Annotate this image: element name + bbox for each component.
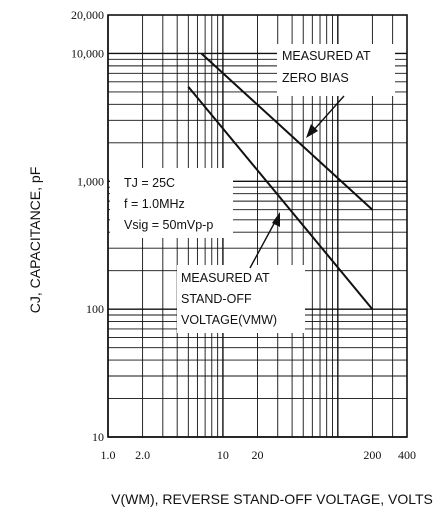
zero-bias-series-line <box>200 52 374 211</box>
y-tick-label: 10,000 <box>71 46 104 60</box>
condition-vsig: Vsig = 50mVp-p <box>124 218 213 232</box>
x-tick-label: 400 <box>398 448 416 462</box>
y-tick-label: 100 <box>86 302 104 316</box>
x-tick-label: 1.0 <box>101 448 116 462</box>
y-tick-label: 20,000 <box>71 8 104 22</box>
standoff-line-1: MEASURED AT <box>181 271 270 285</box>
tick-labels: 1.0 2.0 10 20 200 400 10 100 1,000 10,000 20,000 <box>71 8 416 462</box>
condition-tj: TJ = 25C <box>124 176 175 190</box>
zero-bias-line-2: ZERO BIAS <box>282 71 349 85</box>
standoff-arrowhead <box>272 212 280 227</box>
x-tick-label: 20 <box>252 448 264 462</box>
plot-frame <box>107 14 408 438</box>
zero-bias-arrow-line <box>311 95 345 133</box>
condition-freq: f = 1.0MHz <box>124 197 185 211</box>
y-tick-label: 1,000 <box>77 174 104 188</box>
x-tick-label: 2.0 <box>135 448 150 462</box>
standoff-line-2: STAND-OFF <box>181 292 252 306</box>
zero-bias-annotation: MEASURED AT ZERO BIAS <box>277 44 395 138</box>
x-tick-label: 200 <box>363 448 381 462</box>
y-axis-label: CJ, CAPACITANCE, pF <box>27 167 43 314</box>
standoff-series-line <box>187 86 374 310</box>
standoff-line-3: VOLTAGE(VMW) <box>181 313 277 327</box>
y-tick-label: 10 <box>92 430 104 444</box>
zero-bias-line-1: MEASURED AT <box>282 49 371 63</box>
zero-bias-arrowhead <box>306 124 318 138</box>
standoff-annotation: MEASURED AT STAND-OFF VOLTAGE(VMW) <box>177 212 305 333</box>
standoff-arrow-line <box>249 219 277 269</box>
conditions-annotation: TJ = 25C f = 1.0MHz Vsig = 50mVp-p <box>110 168 233 238</box>
x-tick-label: 10 <box>217 448 229 462</box>
x-axis-label: V(WM), REVERSE STAND-OFF VOLTAGE, VOLTS <box>111 491 433 507</box>
series-lines <box>187 52 374 310</box>
